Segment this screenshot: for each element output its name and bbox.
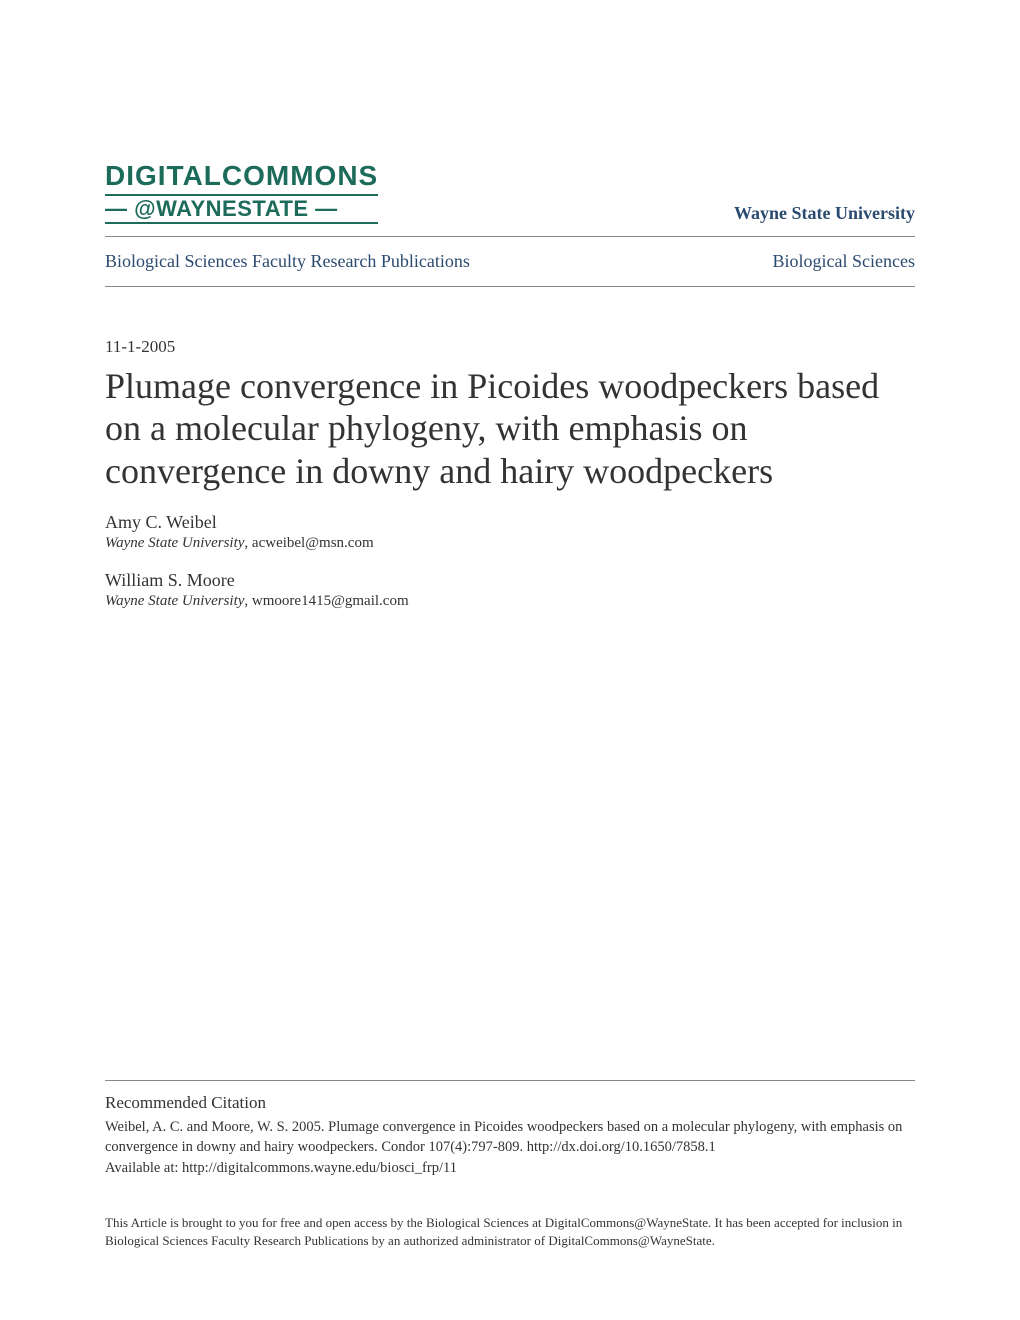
logo-line1: DIGITALCOMMONS	[105, 160, 378, 192]
article-title: Plumage convergence in Picoides woodpeck…	[105, 365, 915, 492]
citation-text: Weibel, A. C. and Moore, W. S. 2005. Plu…	[105, 1118, 915, 1157]
breadcrumb-right-link[interactable]: Biological Sciences	[773, 251, 915, 272]
author-email-1: , acweibel@msn.com	[244, 535, 373, 551]
article-date: 11-1-2005	[105, 337, 915, 357]
breadcrumb-section: Biological Sciences Faculty Research Pub…	[105, 237, 915, 286]
author-institution-2: Wayne State University	[105, 593, 244, 609]
author-name-2: William S. Moore	[105, 570, 915, 591]
disclaimer-text: This Article is brought to you for free …	[105, 1214, 915, 1250]
breadcrumb-left-link[interactable]: Biological Sciences Faculty Research Pub…	[105, 251, 470, 272]
logo: DIGITALCOMMONS — @WAYNESTATE —	[105, 160, 378, 224]
author-institution-1: Wayne State University	[105, 535, 244, 551]
author-affiliation-2: Wayne State University, wmoore1415@gmail…	[105, 593, 915, 610]
divider-citation	[105, 1080, 915, 1081]
author-block-1: Amy C. Weibel Wayne State University, ac…	[105, 512, 915, 552]
author-block-2: William S. Moore Wayne State University,…	[105, 570, 915, 610]
footer-section: Recommended Citation Weibel, A. C. and M…	[105, 1080, 915, 1250]
logo-line2: — @WAYNESTATE —	[105, 194, 378, 224]
author-email-2: , wmoore1415@gmail.com	[244, 593, 408, 609]
author-affiliation-1: Wayne State University, acweibel@msn.com	[105, 535, 915, 552]
divider-breadcrumb	[105, 286, 915, 287]
citation-heading: Recommended Citation	[105, 1093, 915, 1113]
citation-available-at: Available at: http://digitalcommons.wayn…	[105, 1159, 915, 1179]
header-section: DIGITALCOMMONS — @WAYNESTATE — Wayne Sta…	[105, 160, 915, 224]
author-name-1: Amy C. Weibel	[105, 512, 915, 533]
university-link[interactable]: Wayne State University	[734, 203, 915, 224]
